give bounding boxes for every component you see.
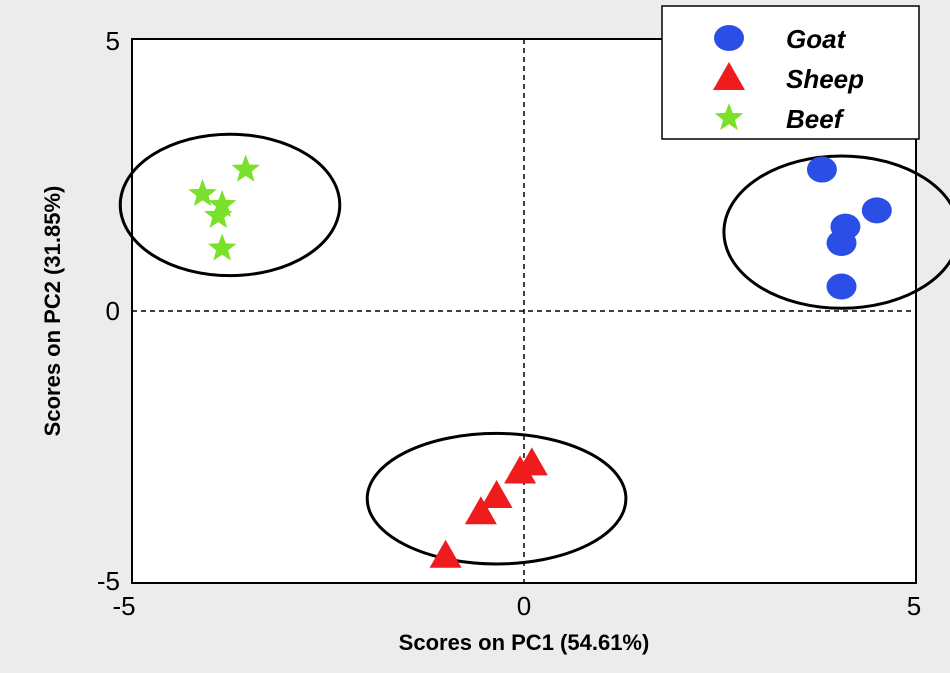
cluster-ellipse-goat [722, 154, 950, 310]
legend-icons [713, 25, 745, 131]
point-sheep-2 [504, 455, 537, 484]
legend-icon-sheep [713, 62, 745, 90]
point-beef-4 [203, 200, 233, 228]
y-tick-label-max: 5 [106, 26, 120, 56]
point-sheep-3 [480, 479, 513, 508]
point-goat-5 [826, 273, 857, 300]
point-beef-5 [207, 233, 237, 261]
point-beef-2 [188, 179, 217, 207]
y-axis-label: Scores on PC2 (31.85%) [40, 186, 65, 437]
point-goat-1 [806, 156, 837, 183]
legend: Goat Sheep Beef [661, 5, 920, 140]
point-goat-2 [861, 197, 892, 224]
data-points [188, 154, 892, 568]
point-sheep-4 [464, 496, 497, 525]
cluster-ellipse-sheep [365, 431, 628, 566]
cluster-ellipse-beef [118, 132, 342, 278]
x-axis-label: Scores on PC1 (54.61%) [399, 630, 650, 655]
x-tick-label-min: -5 [112, 591, 135, 621]
legend-box [661, 5, 920, 140]
point-goat-4 [826, 230, 857, 256]
y-tick-label-zero: 0 [106, 296, 120, 326]
point-beef-1 [231, 154, 260, 182]
x-tick-label-zero: 0 [517, 591, 531, 621]
x-tick-label-max: 5 [907, 591, 921, 621]
legend-label-goat: Goat [786, 24, 847, 54]
cluster-ellipses [118, 132, 950, 566]
legend-icon-beef [714, 103, 744, 131]
y-tick-label-min: -5 [97, 566, 120, 596]
legend-icon-goat [714, 25, 744, 51]
legend-label-beef: Beef [786, 104, 845, 134]
point-sheep-5 [429, 539, 462, 568]
point-beef-3 [207, 189, 237, 218]
legend-label-sheep: Sheep [786, 64, 864, 94]
